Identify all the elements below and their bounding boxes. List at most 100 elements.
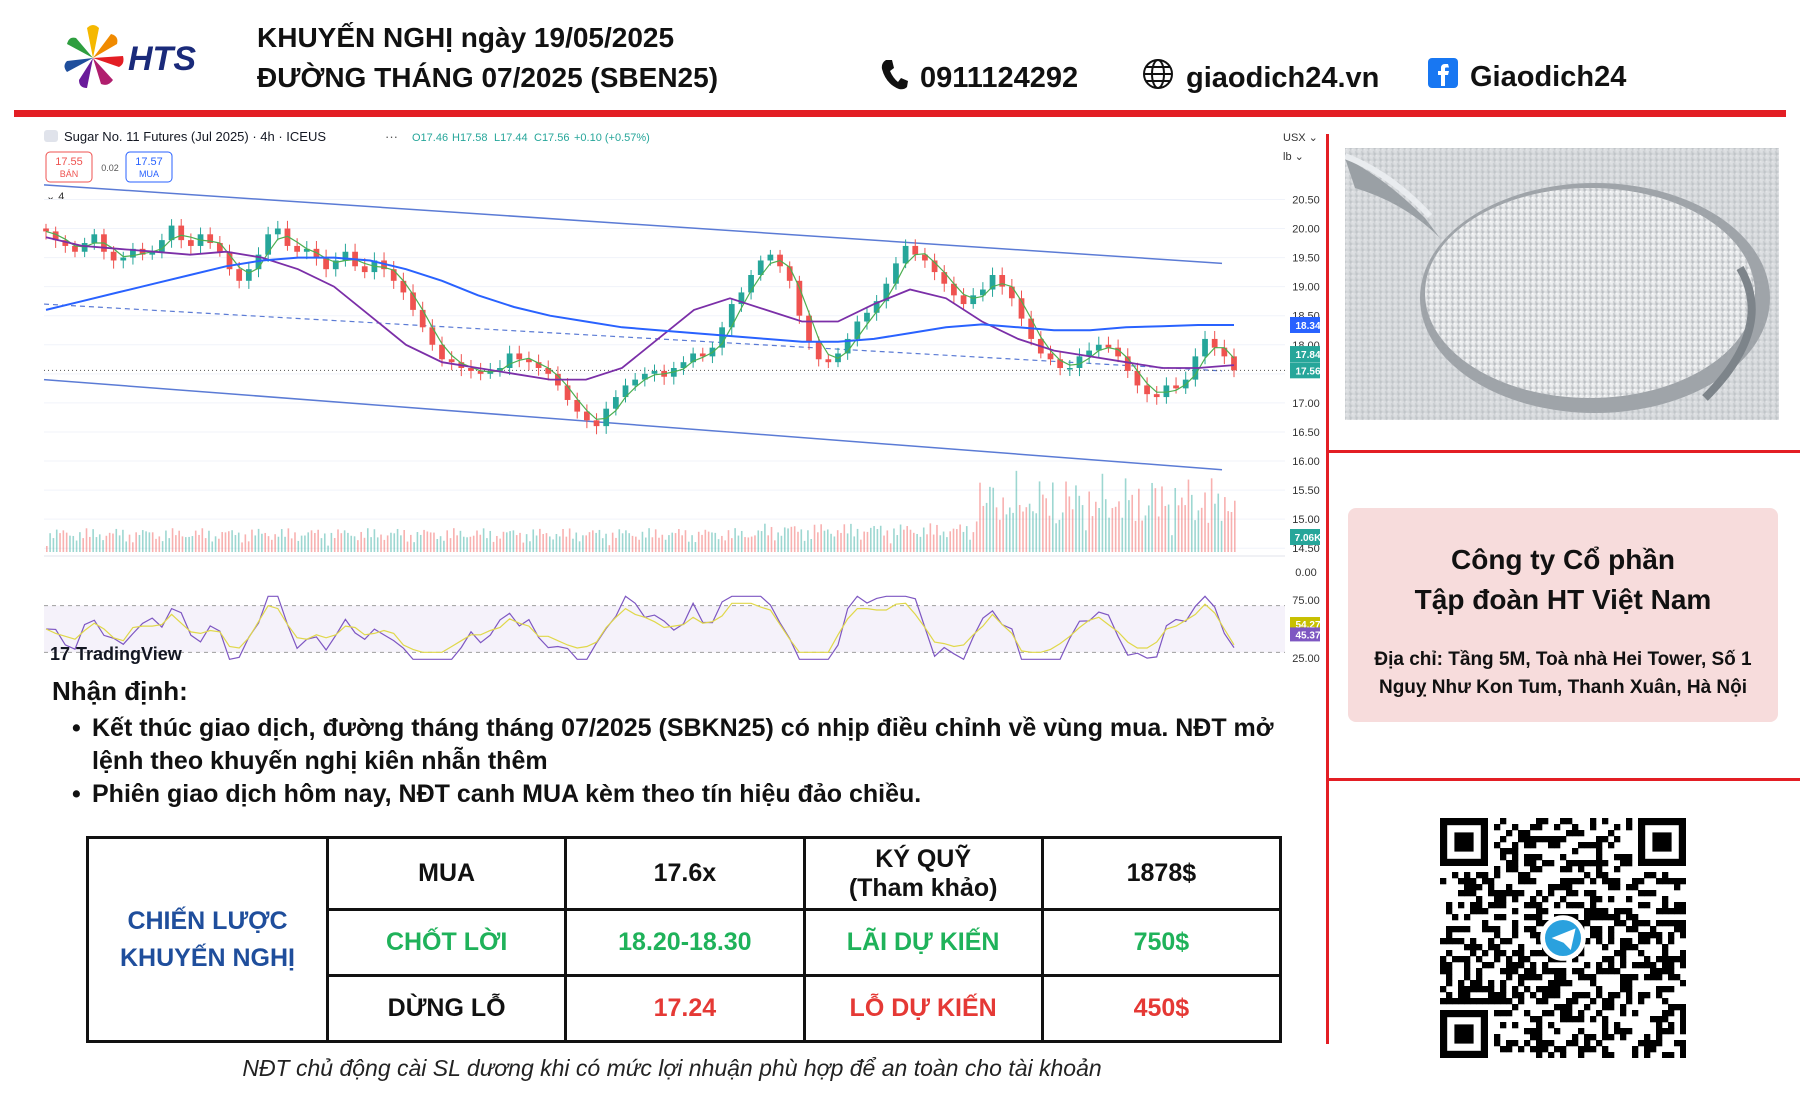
qr-module — [1536, 1016, 1543, 1023]
qr-module — [1614, 1022, 1621, 1029]
qr-module — [1656, 956, 1663, 963]
qr-module — [1626, 998, 1633, 1005]
volume-bar — [922, 527, 925, 552]
qr-module — [1530, 926, 1537, 933]
qr-module — [1542, 962, 1549, 969]
volume-bar — [413, 542, 415, 552]
price-axis-label: 17.00 — [1292, 398, 1320, 410]
volume-bar — [1190, 494, 1193, 552]
qr-module — [1500, 938, 1507, 945]
volume-bar — [1071, 509, 1074, 552]
qr-module — [1656, 1022, 1663, 1029]
volume-bar — [625, 530, 627, 552]
phone-contact[interactable]: 0911124292 — [880, 58, 1078, 98]
qr-code-svg[interactable] — [1440, 818, 1687, 1059]
sell-box — [45, 151, 93, 183]
ohlc-value: +0.10 (+0.57%) — [574, 132, 650, 144]
candle-body — [506, 353, 513, 368]
facebook-contact[interactable]: Giaodich24 — [1428, 58, 1626, 96]
qr-module — [1554, 902, 1561, 909]
volume-bar — [648, 528, 650, 552]
volume-bar — [423, 529, 425, 552]
facebook-link[interactable]: Giaodich24 — [1470, 60, 1627, 93]
qr-module — [1656, 974, 1663, 981]
qr-code[interactable] — [1440, 818, 1687, 1059]
qr-module — [1572, 860, 1579, 867]
qr-module — [1644, 890, 1651, 897]
volume-bar — [939, 535, 942, 552]
qr-module — [1500, 950, 1507, 957]
qr-module — [1596, 938, 1603, 945]
qr-module — [1650, 872, 1657, 879]
buy-price: 17.57 — [135, 156, 163, 168]
qr-module — [1680, 1052, 1687, 1059]
volume-bar — [519, 532, 521, 552]
price-axis-label: 15.50 — [1292, 485, 1320, 497]
qr-module — [1680, 962, 1687, 969]
qr-module — [1512, 1004, 1519, 1011]
volume-bar — [674, 533, 677, 552]
qr-module — [1464, 884, 1471, 891]
qr-module — [1446, 926, 1453, 933]
strategy-label-line2: KHUYẾN NGHỊ — [119, 943, 295, 972]
candle-body — [786, 266, 793, 281]
volume-bar — [1184, 505, 1186, 552]
qr-module — [1674, 1004, 1681, 1011]
volume-bar — [942, 531, 945, 552]
volume-bar — [1128, 500, 1130, 552]
qr-module — [1548, 1010, 1555, 1017]
volume-bar — [171, 528, 174, 552]
volume-bar — [932, 534, 935, 552]
qr-module — [1584, 914, 1591, 921]
qr-module — [1656, 938, 1663, 945]
qr-module — [1626, 992, 1633, 999]
candle-body — [265, 234, 272, 255]
rsi-axis-label: 25.00 — [1292, 653, 1320, 665]
qr-module — [1572, 998, 1579, 1005]
chart-more-icon: ··· — [385, 129, 398, 144]
volume-bar — [489, 530, 492, 552]
volume-bar — [578, 541, 581, 552]
table-row: DỪNG LỖ 17.24 LỖ DỰ KIẾN 450$ — [88, 974, 1283, 1043]
volume-bar — [141, 530, 144, 552]
volume-bar — [860, 539, 862, 552]
qr-module — [1554, 836, 1561, 843]
candle-body — [72, 245, 78, 252]
volume-bar — [486, 538, 488, 552]
qr-module — [1542, 1010, 1549, 1017]
volume-bar — [224, 532, 227, 552]
qr-module — [1674, 1040, 1681, 1047]
phone-icon — [880, 58, 908, 98]
qr-module — [1500, 902, 1507, 909]
qr-module — [1512, 896, 1519, 903]
qr-module — [1674, 920, 1681, 927]
candle-body — [864, 312, 870, 322]
channel-mid-line — [43, 303, 1223, 372]
volume-bar — [929, 523, 932, 552]
qr-module — [1608, 926, 1615, 933]
price-chart[interactable]: Sugar No. 11 Futures (Jul 2025) · 4h · I… — [40, 124, 1320, 669]
volume-bar — [168, 538, 171, 552]
volume-bar — [433, 532, 435, 552]
website-link[interactable]: giaodich24.vn — [1186, 61, 1380, 94]
qr-module — [1500, 854, 1507, 861]
qr-module — [1590, 818, 1597, 825]
volume-bar — [946, 537, 948, 552]
qr-module — [1530, 854, 1537, 861]
candle-body — [767, 254, 774, 261]
volume-bar — [1085, 530, 1087, 552]
website-contact[interactable]: giaodich24.vn — [1142, 58, 1379, 98]
qr-module — [1470, 950, 1477, 957]
chart-svg[interactable]: Sugar No. 11 Futures (Jul 2025) · 4h · I… — [40, 124, 1320, 669]
volume-bar — [254, 535, 257, 552]
volume-bar — [558, 536, 561, 552]
candle-body — [62, 240, 69, 246]
expected-loss-value: 450$ — [1040, 974, 1283, 1043]
volume-bar — [856, 528, 859, 552]
qr-module — [1602, 998, 1609, 1005]
qr-module — [1632, 974, 1639, 981]
qr-module — [1542, 992, 1549, 999]
candle-body — [1105, 344, 1112, 348]
qr-module — [1608, 998, 1615, 1005]
brand-name: HTS — [128, 40, 196, 78]
